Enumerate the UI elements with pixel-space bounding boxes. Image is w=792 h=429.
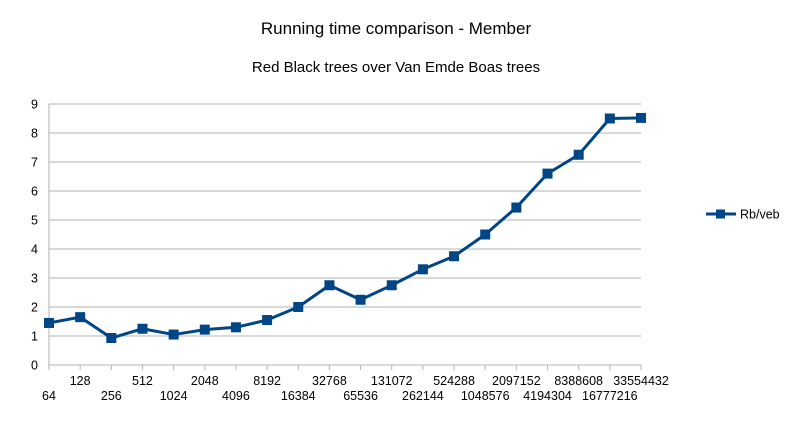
x-axis-ticks: 64 128 256 512 10242048409681921638432768655…	[42, 365, 669, 403]
x-tick-label: 128	[70, 374, 91, 388]
data-point	[137, 323, 148, 334]
data-point	[262, 315, 273, 326]
data-point	[542, 168, 553, 179]
data-point	[604, 113, 615, 124]
x-tick-label: 524288	[433, 374, 475, 388]
legend-label: Rb/veb	[740, 208, 780, 222]
y-tick-label: 8	[31, 127, 38, 141]
data-point	[355, 294, 366, 305]
x-tick-label: 4194304	[523, 389, 572, 403]
series-rb-veb	[44, 112, 646, 344]
x-tick-label: 65536	[343, 389, 378, 403]
y-tick-label: 2	[31, 301, 38, 315]
x-tick-label: 8388608	[554, 374, 603, 388]
data-point	[449, 251, 460, 262]
data-point	[417, 264, 428, 275]
y-tick-label: 9	[31, 98, 38, 112]
x-tick-label: 131072	[371, 374, 413, 388]
data-point	[168, 329, 179, 340]
x-tick-label: 16384	[281, 389, 316, 403]
y-tick-label: 7	[31, 156, 38, 170]
x-tick-label: 4096	[222, 389, 250, 403]
data-point	[199, 324, 210, 335]
y-tick-label: 1	[31, 330, 38, 344]
y-tick-label: 4	[31, 243, 38, 257]
data-point	[636, 112, 646, 123]
grid-lines	[49, 103, 641, 366]
x-tick-label: 32768	[312, 374, 347, 388]
y-tick-label: 5	[31, 214, 38, 228]
chart-subtitle: Red Black trees over Van Emde Boas trees	[252, 59, 540, 76]
x-tick-label: 2097152	[492, 374, 541, 388]
x-tick-label: 256	[101, 389, 122, 403]
data-point	[573, 149, 584, 160]
data-point	[293, 302, 304, 312]
x-tick-label: 262144	[402, 389, 444, 403]
x-tick-label: 16777216	[582, 389, 638, 403]
y-tick-label: 3	[31, 272, 38, 286]
y-tick-label: 0	[31, 359, 38, 373]
x-tick-label: 1048576	[461, 389, 510, 403]
data-point	[386, 280, 397, 291]
x-tick-label: 33554432	[613, 374, 669, 388]
series-line	[48, 116, 642, 340]
x-tick-label: 1024	[160, 389, 188, 403]
data-point	[324, 280, 335, 291]
data-point	[44, 317, 54, 328]
chart-title: Running time comparison - Member	[261, 19, 532, 38]
data-point	[230, 322, 241, 333]
legend-marker	[716, 209, 725, 219]
x-tick-label: 8192	[253, 374, 281, 388]
data-point	[75, 312, 86, 323]
x-tick-label: 512	[132, 374, 153, 388]
legend: Rb/veb	[706, 208, 780, 222]
data-point	[511, 202, 522, 213]
data-point	[106, 333, 117, 344]
x-tick-label: 2048	[191, 374, 219, 388]
data-point	[480, 229, 491, 240]
y-tick-label: 6	[31, 185, 38, 199]
y-axis-ticks: 0 1 2 3 4 5 6 7 8 9	[31, 98, 38, 373]
x-tick-label: 64	[42, 389, 56, 403]
